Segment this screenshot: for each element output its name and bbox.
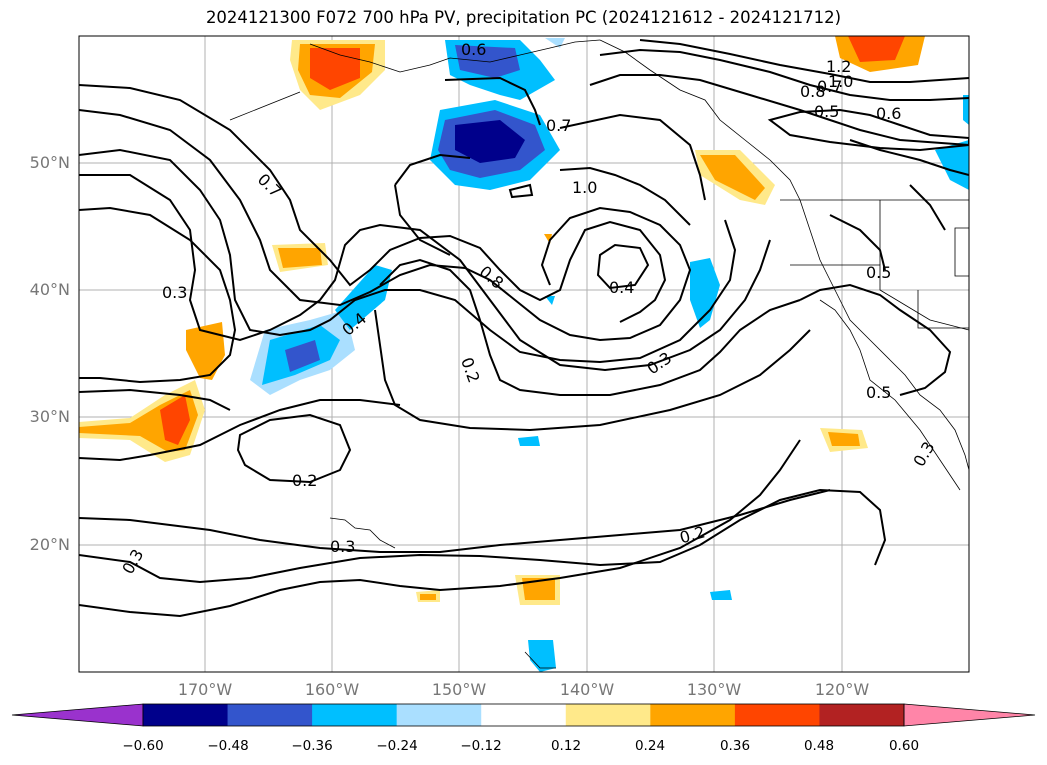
colorbar-swatch [312, 704, 398, 726]
colorbar-tick-label: 0.24 [634, 738, 666, 754]
contour-label: 0.5 [814, 102, 839, 121]
contour-label: 0.3 [330, 537, 355, 556]
contour-label: 0.6 [876, 104, 901, 123]
map-frame [78, 35, 970, 673]
colorbar-tick-label: −0.60 [122, 738, 164, 754]
coastlines [229, 39, 969, 669]
lat-tick-label: 50°N [29, 153, 70, 172]
colorbar-tick-label: −0.48 [207, 738, 249, 754]
contour-label: 0.3 [162, 283, 187, 302]
colorbar-tick-label: −0.12 [460, 738, 502, 754]
contour-label: 0.2 [292, 471, 317, 490]
pv-contours [79, 39, 969, 618]
negative-precip-patches [250, 38, 969, 672]
map-title: 2024121300 F072 700 hPa PV, precipitatio… [205, 8, 842, 27]
lon-tick-label: 140°W [559, 680, 615, 699]
colorbar-tick-label: 0.12 [550, 738, 582, 754]
contour-label: 1.0 [828, 72, 853, 91]
colorbar-tick-label: 0.48 [803, 738, 835, 754]
colorbar-extend-min [11, 703, 144, 727]
lon-tick-label: 160°W [304, 680, 360, 699]
contour-label: 0.5 [866, 383, 891, 402]
contour-label: 0.4 [609, 278, 634, 297]
lon-tick-label: 120°W [814, 680, 870, 699]
contour-label: 1.0 [572, 178, 597, 197]
colorbar-swatch [143, 704, 229, 726]
colorbar-swatch [650, 704, 736, 726]
lon-tick-label: 150°W [431, 680, 487, 699]
contour-label: 0.7 [817, 77, 842, 96]
contour-label: 0.8 [800, 82, 825, 101]
colorbar-swatch [565, 704, 651, 726]
contour-label: 0.5 [866, 263, 891, 282]
colorbar-swatch [481, 704, 567, 726]
colorbar-tick-label: −0.24 [376, 738, 418, 754]
colorbar [11, 703, 1036, 727]
contour-label: 0.7 [546, 116, 571, 135]
colorbar-extend-max [903, 703, 1036, 727]
contour-label: 1.2 [826, 57, 851, 76]
colorbar-tick-label: 0.36 [719, 738, 751, 754]
colorbar-swatch [227, 704, 313, 726]
lat-tick-label: 40°N [29, 280, 70, 299]
lon-tick-label: 130°W [686, 680, 742, 699]
colorbar-tick-label: −0.36 [291, 738, 333, 754]
colorbar-swatch [734, 704, 820, 726]
lat-tick-label: 20°N [29, 535, 70, 554]
colorbar-swatch [396, 704, 482, 726]
lon-tick-label: 170°W [177, 680, 233, 699]
contour-label: 0.6 [461, 40, 486, 59]
positive-precip-patches [79, 36, 925, 605]
lat-tick-label: 30°N [29, 407, 70, 426]
colorbar-swatch [819, 704, 905, 726]
colorbar-tick-label: 0.60 [888, 738, 920, 754]
